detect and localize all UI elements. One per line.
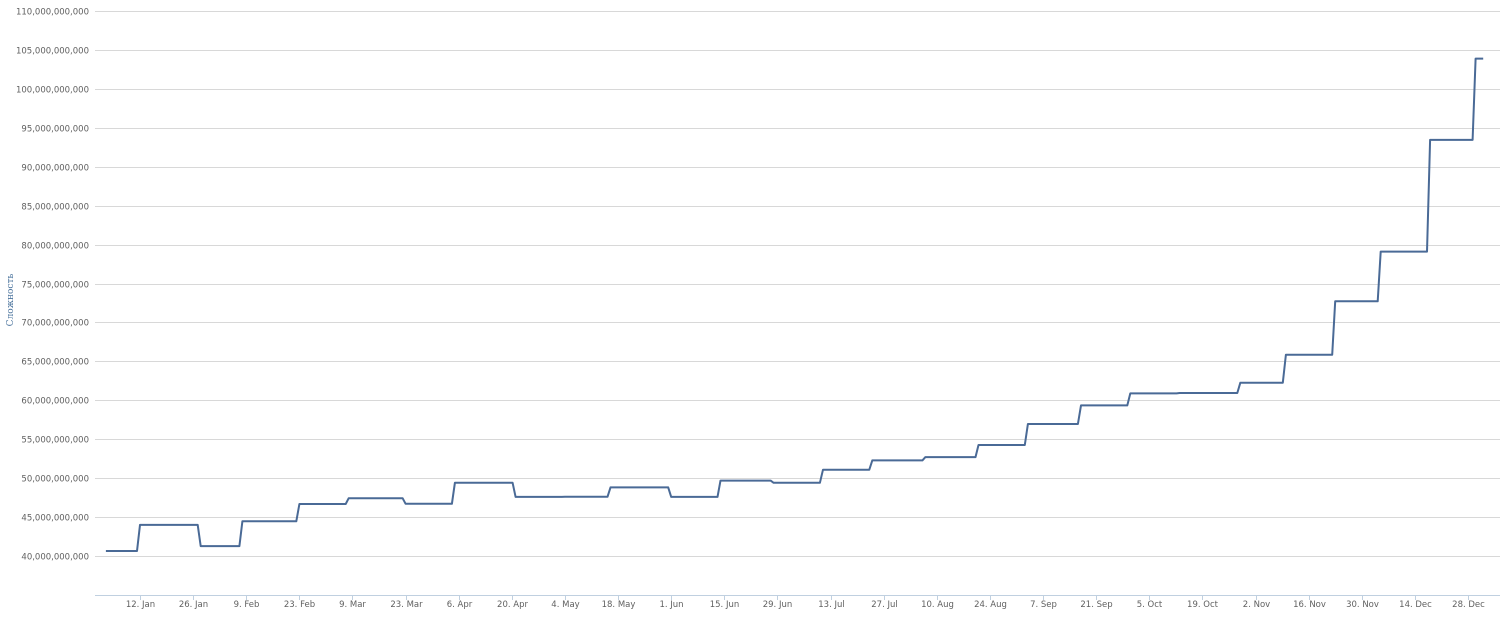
x-tick-label: 21. Sep	[1080, 600, 1112, 610]
x-tick-label: 5. Oct	[1137, 600, 1163, 610]
y-tick-label: 100,000,000,000	[16, 86, 89, 96]
difficulty-line	[105, 57, 1484, 552]
y-tick-label: 75,000,000,000	[21, 281, 89, 291]
x-tick-label: 12. Jan	[126, 600, 155, 610]
y-tick-label: 60,000,000,000	[21, 397, 89, 407]
x-tick-label: 20. Apr	[497, 600, 528, 610]
y-tick-label: 80,000,000,000	[21, 242, 89, 252]
x-tick-label: 9. Feb	[234, 600, 260, 610]
x-tick-label: 4. May	[551, 600, 579, 610]
y-tick-label: 50,000,000,000	[21, 475, 89, 485]
grid-lines	[95, 11, 1500, 557]
y-tick-label: 55,000,000,000	[21, 436, 89, 446]
y-tick-label: 105,000,000,000	[16, 47, 89, 57]
x-tick-label: 30. Nov	[1346, 600, 1379, 610]
y-tick-label: 110,000,000,000	[16, 8, 89, 18]
x-tick-label: 13. Jul	[818, 600, 844, 610]
y-tick-label: 45,000,000,000	[21, 514, 89, 524]
x-tick-label: 19. Oct	[1187, 600, 1219, 610]
x-tick-label: 10. Aug	[921, 600, 954, 610]
x-tick-label: 29. Jun	[763, 600, 793, 610]
y-tick-label: 70,000,000,000	[21, 319, 89, 329]
x-tick-label: 28. Dec	[1452, 600, 1485, 610]
y-tick-label: 90,000,000,000	[21, 164, 89, 174]
x-tick-label: 9. Mar	[339, 600, 366, 610]
x-tick-label: 2. Nov	[1243, 600, 1270, 610]
x-tick-label: 1. Jun	[659, 600, 683, 610]
x-tick-label: 18. May	[602, 600, 636, 610]
y-tick-label: 95,000,000,000	[21, 125, 89, 135]
x-tick-label: 16. Nov	[1293, 600, 1326, 610]
x-tick-label: 24. Aug	[974, 600, 1007, 610]
x-tick-label: 14. Dec	[1399, 600, 1432, 610]
x-tick-label: 23. Mar	[390, 600, 423, 610]
x-tick-label: 6. Apr	[447, 600, 473, 610]
x-tick-label: 26. Jan	[179, 600, 208, 610]
x-tick-label: 15. Jun	[710, 600, 740, 610]
y-axis-title: Сложность	[6, 274, 16, 327]
series-group	[105, 57, 1484, 552]
y-axis-ticks: 40,000,000,000 45,000,000,000 50,000,000,0…	[16, 8, 89, 563]
x-tick-label: 23. Feb	[284, 600, 315, 610]
y-tick-label: 85,000,000,000	[21, 203, 89, 213]
x-tick-label: 7. Sep	[1030, 600, 1057, 610]
x-axis: 12. Jan 26. Jan 9. Feb 23. Feb 9. Mar 23. Mar…	[95, 595, 1500, 610]
x-tick-label: 27. Jul	[871, 600, 897, 610]
y-tick-label: 65,000,000,000	[21, 358, 89, 368]
y-tick-label: 40,000,000,000	[21, 553, 89, 563]
